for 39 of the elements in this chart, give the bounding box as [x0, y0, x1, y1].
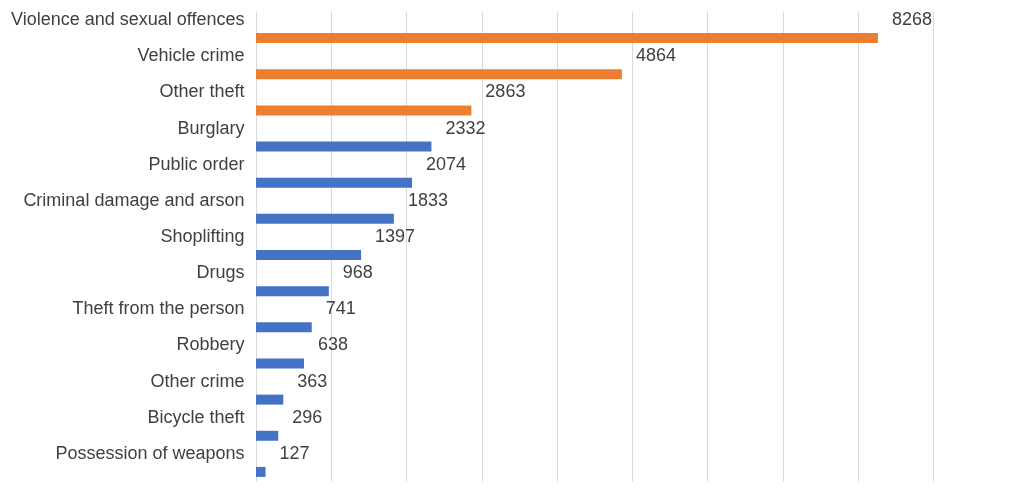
- y-tick-label: Vehicle crime: [137, 45, 245, 66]
- data-label: 2074: [426, 153, 467, 174]
- bar: [256, 105, 472, 116]
- bar: [256, 286, 329, 297]
- y-tick-label: Criminal damage and arson: [23, 189, 245, 210]
- data-label: 296: [292, 406, 323, 427]
- data-label: 4864: [635, 45, 676, 66]
- y-tick-label: Shoplifting: [160, 226, 245, 246]
- y-tick-label: Bicycle theft: [147, 406, 245, 427]
- y-tick-label: Drugs: [196, 262, 245, 283]
- data-label: 2332: [445, 117, 486, 138]
- data-label: 968: [342, 262, 373, 283]
- data-label: 741: [325, 298, 356, 319]
- y-tick-label: Possession of weapons: [55, 442, 245, 463]
- y-tick-label: Robbery: [176, 334, 245, 355]
- y-tick-label: Burglary: [177, 117, 245, 138]
- bar: [256, 250, 362, 260]
- y-tick-label: Other theft: [159, 81, 245, 102]
- bar: [256, 358, 304, 369]
- data-label: 127: [279, 442, 310, 463]
- y-tick-label: Public order: [148, 153, 245, 174]
- data-label: 8268: [891, 9, 932, 30]
- bar: [256, 141, 432, 152]
- bar: [256, 322, 312, 333]
- bar: [256, 430, 279, 441]
- y-tick-label: Other crime: [150, 370, 245, 391]
- bar: [256, 466, 266, 477]
- bar: [256, 69, 622, 80]
- data-label: 1397: [375, 226, 416, 246]
- data-label: 2863: [485, 81, 526, 102]
- data-label: 1833: [407, 189, 448, 210]
- bar: [256, 33, 878, 44]
- data-label: 638: [317, 334, 349, 355]
- y-tick-label: Theft from the person: [72, 298, 245, 319]
- bar: [256, 213, 394, 224]
- data-label: 363: [297, 370, 328, 391]
- bar: [256, 394, 284, 405]
- bar: [256, 177, 413, 188]
- y-tick-label: Violence and sexual offences: [10, 9, 245, 30]
